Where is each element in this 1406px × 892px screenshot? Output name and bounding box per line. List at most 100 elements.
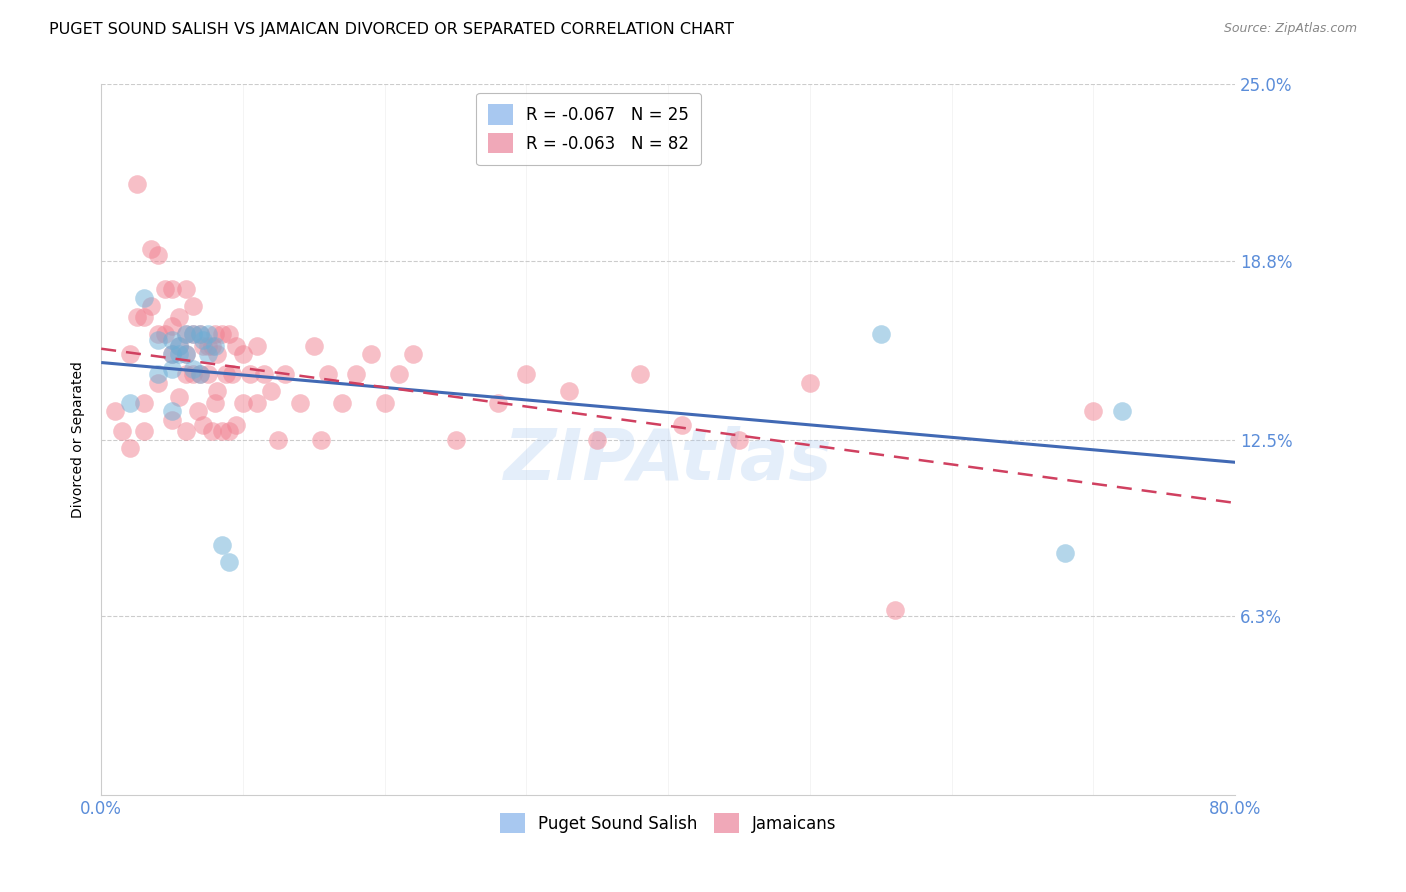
Point [118,347,141,361]
Point [146,376,169,390]
Point [211,538,233,552]
Point [174,282,197,296]
Point [118,441,141,455]
Point [1083,404,1105,418]
Point [207,384,229,399]
Point [274,368,297,382]
Point [218,327,240,342]
Point [211,327,233,342]
Point [253,368,276,382]
Point [225,418,247,433]
Point [160,347,183,361]
Point [1053,546,1076,560]
Point [884,603,907,617]
Point [218,424,240,438]
Point [125,310,148,325]
Point [444,433,467,447]
Point [215,368,238,382]
Point [330,395,353,409]
Point [167,339,190,353]
Point [167,310,190,325]
Point [190,368,212,382]
Point [146,327,169,342]
Point [125,177,148,191]
Point [267,433,290,447]
Point [104,404,127,418]
Point [197,339,219,353]
Point [118,395,141,409]
Point [193,339,215,353]
Point [183,327,205,342]
Point [628,368,651,382]
Point [132,395,155,409]
Point [197,327,219,342]
Text: ZIPAtlas: ZIPAtlas [503,426,832,495]
Point [111,424,134,438]
Point [146,333,169,347]
Point [221,368,243,382]
Point [174,327,197,342]
Point [728,433,751,447]
Point [246,395,269,409]
Point [374,395,396,409]
Point [671,418,693,433]
Point [515,368,537,382]
Point [132,424,155,438]
Point [183,299,205,313]
Point [197,347,219,361]
Point [193,333,215,347]
Point [302,339,325,353]
Point [160,318,183,333]
Point [288,395,311,409]
Point [167,339,190,353]
Point [160,361,183,376]
Point [160,333,183,347]
Point [183,361,205,376]
Y-axis label: Divorced or Separated: Divorced or Separated [72,361,86,518]
Point [146,368,169,382]
Point [204,395,226,409]
Point [218,555,240,569]
Point [190,327,212,342]
Point [204,339,226,353]
Point [201,339,224,353]
Point [360,347,382,361]
Point [174,424,197,438]
Point [239,368,262,382]
Point [246,339,269,353]
Point [183,368,205,382]
Point [486,395,509,409]
Point [586,433,609,447]
Point [183,327,205,342]
Point [132,310,155,325]
Point [174,368,197,382]
Point [201,424,224,438]
Point [207,347,229,361]
Point [174,347,197,361]
Point [167,347,190,361]
Text: PUGET SOUND SALISH VS JAMAICAN DIVORCED OR SEPARATED CORRELATION CHART: PUGET SOUND SALISH VS JAMAICAN DIVORCED … [49,22,734,37]
Point [197,368,219,382]
Point [139,242,162,256]
Point [799,376,821,390]
Point [132,291,155,305]
Point [388,368,411,382]
Text: Source: ZipAtlas.com: Source: ZipAtlas.com [1223,22,1357,36]
Point [193,418,215,433]
Point [869,327,891,342]
Point [174,327,197,342]
Point [211,424,233,438]
Point [402,347,425,361]
Point [187,404,209,418]
Point [309,433,332,447]
Point [1111,404,1133,418]
Point [160,347,183,361]
Point [344,368,367,382]
Point [160,282,183,296]
Point [153,282,176,296]
Legend: Puget Sound Salish, Jamaicans: Puget Sound Salish, Jamaicans [489,803,846,843]
Point [153,327,176,342]
Point [174,347,197,361]
Point [260,384,283,399]
Point [160,404,183,418]
